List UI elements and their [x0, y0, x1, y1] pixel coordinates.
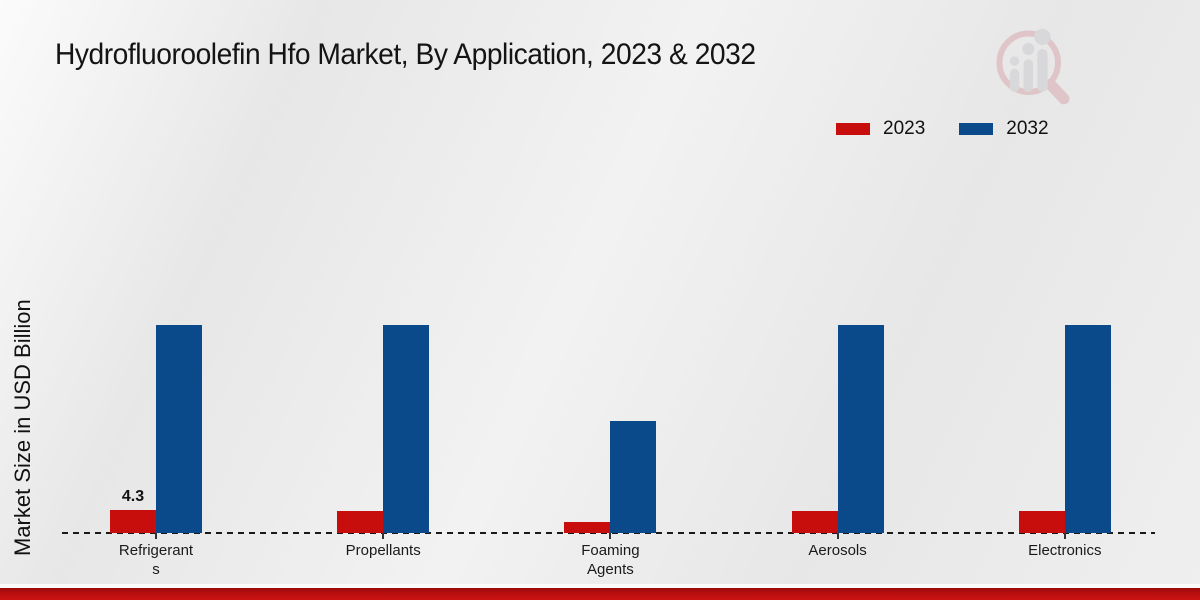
legend-swatch-icon	[959, 123, 994, 135]
chart-title: Hydrofluoroolefin Hfo Market, By Applica…	[55, 38, 756, 71]
bar-2023-refrigerants[interactable]	[110, 510, 156, 533]
logo-bar-icon	[1037, 48, 1048, 92]
category-label-refrigerants: Refrigerant s	[118, 542, 194, 578]
category-label-propellants: Propellants	[345, 542, 421, 559]
bar-2023-propellants[interactable]	[337, 511, 384, 533]
chart-legend: 2023 2032	[836, 118, 1049, 140]
category-label-electronics: Electronics	[1028, 542, 1102, 559]
market-research-future-logo-watermark	[996, 28, 1070, 105]
x-axis-tick	[1063, 533, 1066, 539]
logo-dot-icon	[1034, 28, 1051, 46]
footer-divider	[0, 584, 1200, 588]
logo-dot-icon	[1022, 42, 1035, 55]
bar-2032-propellants[interactable]	[383, 325, 430, 533]
logo-bar-icon	[1023, 59, 1033, 92]
legend-item-2023[interactable]: 2023	[836, 118, 925, 140]
x-axis-tick	[836, 533, 839, 539]
bar-2032-electronics[interactable]	[1064, 325, 1111, 533]
x-axis-tick	[155, 533, 157, 539]
bar-2032-aerosols[interactable]	[837, 325, 884, 533]
magnifier-ring-icon	[996, 30, 1061, 95]
legend-label: 2032	[1006, 118, 1049, 139]
legend-label: 2023	[883, 118, 926, 139]
x-axis-tick	[382, 533, 385, 539]
magnifier-handle-icon	[1044, 78, 1070, 105]
legend-item-2032[interactable]: 2032	[959, 118, 1049, 140]
footer-accent-bar	[0, 588, 1200, 600]
x-axis-tick	[609, 533, 612, 539]
legend-swatch-icon	[836, 123, 870, 135]
bar-2023-electronics[interactable]	[1018, 511, 1065, 533]
bar-2023-aerosols[interactable]	[791, 511, 838, 533]
bar-2023-foaming-agents[interactable]	[564, 522, 611, 533]
bar-2032-refrigerants[interactable]	[156, 325, 202, 533]
category-label-aerosols: Aerosols	[808, 542, 867, 559]
bar-2032-foaming-agents[interactable]	[610, 421, 657, 533]
zero-baseline-dashed	[62, 532, 1155, 534]
logo-bar-icon	[1009, 68, 1020, 92]
category-label-foaming-agents: Foaming Agents	[581, 542, 640, 578]
bar-value-label: 4.3	[121, 488, 145, 505]
logo-dot-icon	[1009, 56, 1020, 66]
